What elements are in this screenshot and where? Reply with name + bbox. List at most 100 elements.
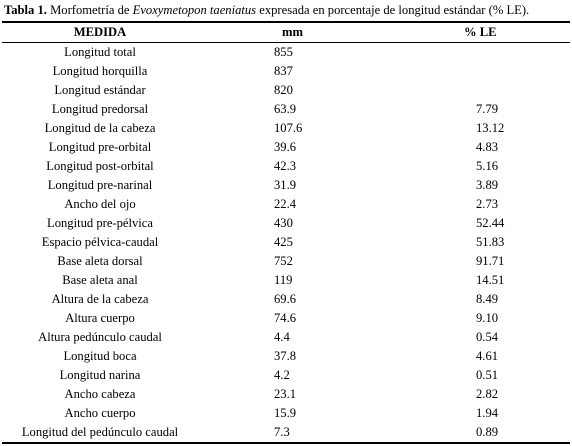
cell-mm-value: 23.1 [274, 387, 297, 401]
cell-mm: 23.1 [198, 385, 314, 404]
cell-le: 7.79 [314, 100, 570, 119]
table-row: Base aleta anal 119 14.51 [2, 271, 570, 290]
cell-le: 2.73 [314, 195, 570, 214]
cell-le: 1.94 [314, 404, 570, 423]
table-row: Longitud pre-narinal 31.9 3.89 [2, 176, 570, 195]
cell-mm-value: 837 [274, 64, 293, 78]
cell-mm: 4.2 [198, 366, 314, 385]
table-row: Longitud narina 4.2 0.51 [2, 366, 570, 385]
cell-le: 51.83 [314, 233, 570, 252]
cell-mm-value: 4.4 [274, 330, 290, 344]
cell-le [314, 62, 570, 81]
cell-le: 14.51 [314, 271, 570, 290]
cell-mm-value: 119 [274, 273, 293, 287]
cell-medida: Espacio pélvica-caudal [41, 235, 159, 249]
caption-label: Tabla 1. [4, 3, 47, 17]
cell-mm-value: 107.6 [274, 121, 303, 135]
cell-le-value: 4.61 [476, 349, 499, 363]
cell-mm: 42.3 [198, 157, 314, 176]
cell-le-value: 2.82 [476, 387, 499, 401]
cell-medida: Base aleta anal [62, 273, 138, 287]
cell-medida: Longitud boca [63, 349, 137, 363]
cell-medida: Longitud pre-pélvica [47, 216, 153, 230]
cell-le-value: 13.12 [476, 121, 505, 135]
table-row: Altura de la cabeza 69.6 8.49 [2, 290, 570, 309]
caption-text-before: Morfometría de [46, 3, 133, 17]
cell-mm: 15.9 [198, 404, 314, 423]
table-row: Ancho del ojo 22.4 2.73 [2, 195, 570, 214]
morphometry-table: MEDIDA mm % LE Longitud total 855 Longitud… [2, 21, 570, 444]
cell-le-value: 2.73 [476, 197, 499, 211]
table-caption: Tabla 1. Morfometría de Evoxymetopon tae… [4, 3, 570, 17]
cell-mm: 74.6 [198, 309, 314, 328]
cell-mm: 37.8 [198, 347, 314, 366]
cell-le: 0.51 [314, 366, 570, 385]
cell-mm: 39.6 [198, 138, 314, 157]
header-mm: mm [198, 21, 314, 43]
cell-le [314, 81, 570, 100]
cell-mm-value: 69.6 [274, 292, 297, 306]
cell-le: 0.89 [314, 423, 570, 444]
cell-mm: 4.4 [198, 328, 314, 347]
cell-medida: Altura cuerpo [65, 311, 135, 325]
table-row: Longitud de la cabeza 107.6 13.12 [2, 119, 570, 138]
cell-mm-value: 752 [274, 254, 293, 268]
cell-mm-value: 31.9 [274, 178, 297, 192]
cell-mm: 22.4 [198, 195, 314, 214]
table-row: Longitud post-orbital 42.3 5.16 [2, 157, 570, 176]
cell-medida: Longitud post-orbital [46, 159, 154, 173]
cell-le: 3.89 [314, 176, 570, 195]
cell-le-value: 0.54 [476, 330, 499, 344]
cell-mm-value: 855 [274, 45, 293, 59]
cell-le: 9.10 [314, 309, 570, 328]
cell-le-value: 1.94 [476, 406, 499, 420]
header-row: MEDIDA mm % LE [2, 21, 570, 43]
cell-le-value: 0.89 [476, 425, 499, 439]
cell-mm-value: 7.3 [274, 425, 290, 439]
cell-le-value: 52.44 [476, 216, 505, 230]
table-row: Longitud total 855 [2, 43, 570, 63]
cell-mm: 31.9 [198, 176, 314, 195]
cell-le-value: 3.89 [476, 178, 499, 192]
header-le: % LE [314, 21, 570, 43]
cell-medida: Altura de la cabeza [51, 292, 149, 306]
cell-medida: Longitud total [64, 45, 136, 59]
cell-medida: Longitud predorsal [51, 102, 149, 116]
cell-mm-value: 4.2 [274, 368, 290, 382]
cell-mm: 107.6 [198, 119, 314, 138]
cell-mm: 430 [198, 214, 314, 233]
cell-le-value: 5.16 [476, 159, 499, 173]
table-row: Ancho cuerpo 15.9 1.94 [2, 404, 570, 423]
cell-medida: Longitud del pedúnculo caudal [2, 423, 198, 444]
cell-mm: 69.6 [198, 290, 314, 309]
cell-le: 2.82 [314, 385, 570, 404]
header-le-label: % LE [464, 25, 497, 39]
cell-le-value: 0.51 [476, 368, 499, 382]
cell-le: 4.83 [314, 138, 570, 157]
table-row: Longitud horquilla 837 [2, 62, 570, 81]
cell-mm-value: 430 [274, 216, 293, 230]
table-row: Longitud pre-pélvica 430 52.44 [2, 214, 570, 233]
cell-mm-value: 39.6 [274, 140, 297, 154]
table-row: Base aleta dorsal 752 91.71 [2, 252, 570, 271]
table-row: Longitud pre-orbital 39.6 4.83 [2, 138, 570, 157]
cell-le: 5.16 [314, 157, 570, 176]
table-body: Longitud total 855 Longitud horquilla 837 Lo… [2, 43, 570, 444]
cell-le-value: 4.83 [476, 140, 499, 154]
cell-le-value: 51.83 [476, 235, 505, 249]
cell-mm-value: 820 [274, 83, 293, 97]
header-medida: MEDIDA [2, 21, 198, 43]
cell-le-value: 7.79 [476, 102, 499, 116]
cell-le: 8.49 [314, 290, 570, 309]
cell-le-value: 8.49 [476, 292, 499, 306]
cell-mm: 820 [198, 81, 314, 100]
cell-medida: Ancho cabeza [64, 387, 136, 401]
cell-mm: 7.3 [198, 423, 314, 444]
cell-mm: 63.9 [198, 100, 314, 119]
cell-mm-value: 63.9 [274, 102, 297, 116]
cell-mm: 855 [198, 43, 314, 63]
cell-medida: Longitud de la cabeza [44, 121, 156, 135]
cell-le: 91.71 [314, 252, 570, 271]
table-row: Longitud del pedúnculo caudal 7.3 0.89 [2, 423, 570, 444]
cell-medida: Longitud pre-narinal [47, 178, 153, 192]
